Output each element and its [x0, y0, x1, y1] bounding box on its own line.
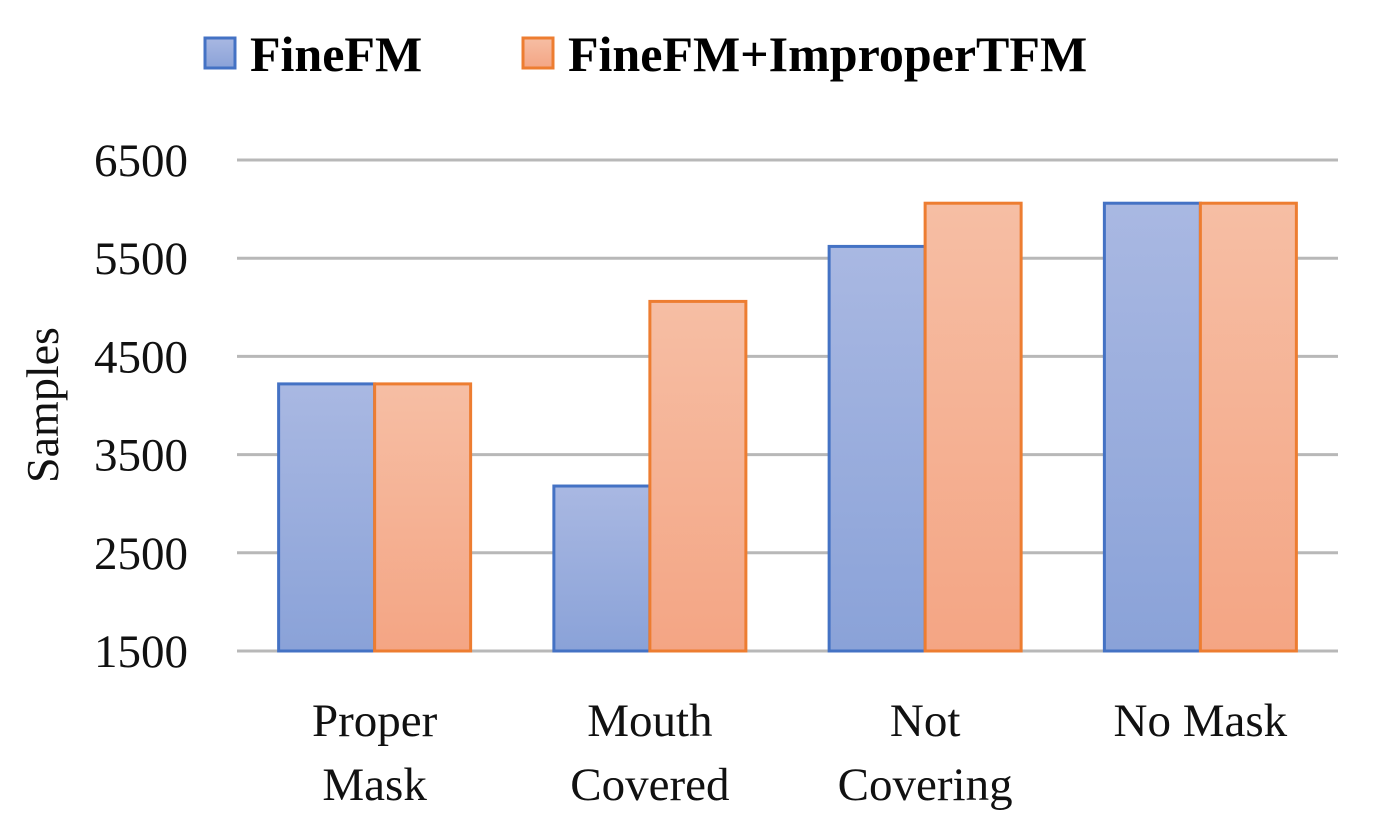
legend-label-0: FineFM — [250, 26, 422, 82]
legend-swatch-0 — [203, 36, 237, 70]
x-tick-label-0-0: Proper — [312, 695, 438, 747]
y-tick-label-1: 2500 — [94, 528, 188, 580]
legend: FineFM FineFM+ImproperTFM — [203, 26, 1087, 82]
bars — [277, 201, 1298, 653]
y-tick-label-3: 4500 — [94, 331, 188, 383]
y-axis-ticks: 1500 2500 3500 4500 5500 6500 — [94, 135, 188, 678]
x-tick-label-3-0: No Mask — [1114, 695, 1288, 747]
bar-1-2 — [923, 201, 1023, 653]
x-tick-label-1-1: Covered — [570, 759, 729, 811]
y-tick-label-5: 6500 — [94, 135, 188, 187]
bar-0-1 — [552, 484, 652, 653]
y-axis-label: Samples — [17, 327, 68, 483]
bar-1-1 — [648, 299, 748, 653]
y-tick-label-4: 5500 — [94, 233, 188, 285]
x-tick-label-0-1: Mask — [322, 759, 427, 811]
y-tick-label-2: 3500 — [94, 430, 188, 482]
x-tick-label-2-0: Not — [890, 695, 961, 747]
bar-0-2 — [827, 244, 927, 653]
y-tick-label-0: 1500 — [94, 626, 188, 678]
legend-label-1: FineFM+ImproperTFM — [568, 26, 1087, 82]
x-axis-ticks: Proper Mask Mouth Covered Not Covering No Mask — [312, 695, 1288, 811]
bar-0-3 — [1102, 201, 1202, 653]
bar-1-3 — [1198, 201, 1298, 653]
x-tick-label-2-1: Covering — [838, 759, 1013, 811]
x-tick-label-1-0: Mouth — [587, 695, 712, 747]
bar-0-0 — [277, 382, 377, 653]
bar-1-0 — [373, 382, 473, 653]
legend-swatch-1 — [521, 36, 555, 70]
